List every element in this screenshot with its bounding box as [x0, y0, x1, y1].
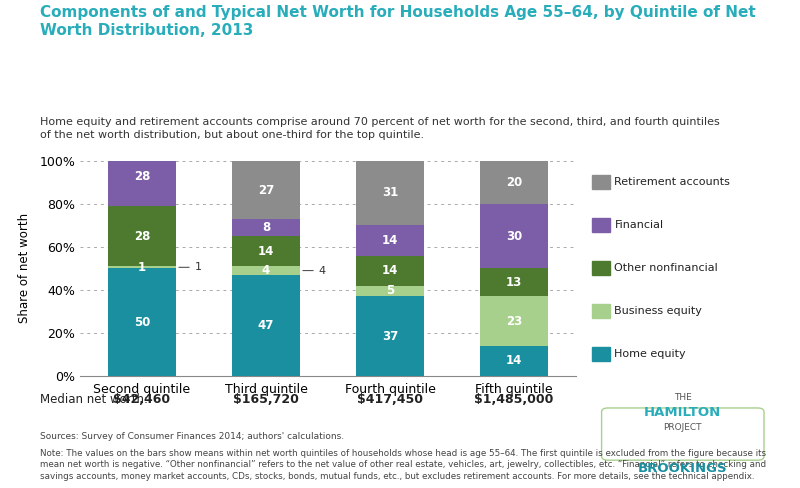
Bar: [356, 256, 424, 285]
Bar: [108, 101, 176, 146]
Bar: [356, 225, 424, 256]
Bar: [232, 219, 300, 236]
Bar: [232, 161, 300, 219]
Text: $42,460: $42,460: [114, 393, 170, 406]
Text: $417,450: $417,450: [357, 393, 423, 406]
Text: 4: 4: [303, 265, 326, 276]
Text: $165,720: $165,720: [233, 393, 299, 406]
Bar: [480, 161, 548, 204]
Text: 5: 5: [386, 285, 394, 298]
Text: 28: 28: [134, 230, 150, 243]
Text: Home equity and retirement accounts comprise around 70 percent of net worth for : Home equity and retirement accounts comp…: [40, 117, 720, 141]
Text: 1: 1: [179, 263, 202, 272]
Bar: [232, 236, 300, 266]
Text: 50: 50: [134, 316, 150, 328]
Bar: [108, 206, 176, 266]
Text: 20: 20: [506, 176, 522, 189]
Bar: [356, 296, 424, 376]
Bar: [480, 346, 548, 376]
Text: Other nonfinancial: Other nonfinancial: [614, 263, 718, 273]
Text: 21: 21: [134, 117, 150, 130]
Text: Business equity: Business equity: [614, 306, 702, 316]
Text: Home equity: Home equity: [614, 349, 686, 359]
Bar: [356, 159, 424, 225]
Text: 13: 13: [506, 276, 522, 289]
Text: 28: 28: [134, 169, 150, 183]
Text: Sources: Survey of Consumer Finances 2014; authors' calculations.: Sources: Survey of Consumer Finances 201…: [40, 432, 344, 441]
Text: 14: 14: [382, 234, 398, 247]
Y-axis label: Share of net worth: Share of net worth: [18, 213, 31, 324]
Bar: [480, 204, 548, 268]
Bar: [356, 285, 424, 296]
Text: PROJECT: PROJECT: [663, 423, 702, 431]
Text: THE: THE: [674, 393, 692, 402]
Bar: [232, 275, 300, 376]
Text: Median net worth:: Median net worth:: [40, 393, 148, 406]
Text: 1: 1: [138, 261, 146, 274]
Bar: [480, 296, 548, 346]
Bar: [232, 266, 300, 275]
Bar: [108, 268, 176, 376]
Text: Retirement accounts: Retirement accounts: [614, 177, 730, 187]
Text: 30: 30: [506, 230, 522, 243]
Bar: [480, 268, 548, 296]
Text: Note: The values on the bars show means within net worth quintiles of households: Note: The values on the bars show means …: [40, 449, 766, 481]
Text: 31: 31: [382, 185, 398, 199]
Text: $1,485,000: $1,485,000: [474, 393, 554, 406]
Text: 4: 4: [262, 264, 270, 277]
Text: Components of and Typical Net Worth for Households Age 55–64, by Quintile of Net: Components of and Typical Net Worth for …: [40, 5, 756, 39]
Text: BROOKINGS: BROOKINGS: [638, 462, 728, 475]
Text: 47: 47: [258, 319, 274, 332]
Bar: [108, 146, 176, 206]
Text: 23: 23: [506, 314, 522, 327]
Text: 8: 8: [262, 221, 270, 234]
Text: Financial: Financial: [614, 220, 663, 230]
Text: 27: 27: [258, 183, 274, 197]
Text: 14: 14: [258, 244, 274, 258]
Text: 14: 14: [506, 354, 522, 367]
Text: 14: 14: [382, 264, 398, 277]
Text: 37: 37: [382, 329, 398, 343]
Bar: [108, 266, 176, 268]
Text: HAMILTON: HAMILTON: [644, 406, 722, 419]
